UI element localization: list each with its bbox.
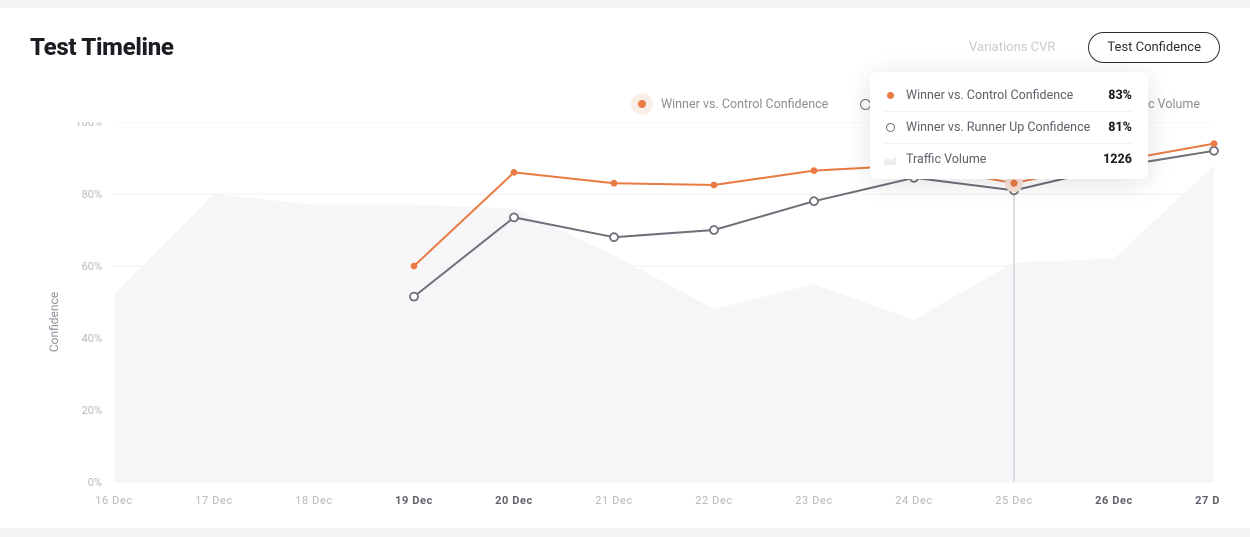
dot-icon <box>631 93 653 115</box>
tab-group: Variations CVR Test Confidence <box>950 32 1220 63</box>
chart-tooltip: Winner vs. Control Confidence 83% Winner… <box>870 72 1148 179</box>
page-title: Test Timeline <box>30 33 174 61</box>
svg-text:20%: 20% <box>82 404 102 417</box>
svg-text:18 Dec: 18 Dec <box>295 494 333 507</box>
svg-text:0%: 0% <box>88 476 102 489</box>
area-icon <box>884 154 896 166</box>
svg-text:20 Dec: 20 Dec <box>495 494 533 507</box>
chart-area: Confidence 0% 20% 40% 60% 80% 100% 16 Dec 17 De… <box>30 122 1220 522</box>
line-chart[interactable]: 0% 20% 40% 60% 80% 100% 16 Dec 17 Dec 18 Dec 19 D… <box>30 122 1220 522</box>
svg-text:23 Dec: 23 Dec <box>795 494 833 507</box>
tab-variations-cvr[interactable]: Variations CVR <box>950 32 1074 63</box>
tooltip-label: Winner vs. Runner Up Confidence <box>906 120 1090 135</box>
tooltip-value: 83% <box>1108 88 1132 103</box>
svg-text:60%: 60% <box>82 260 102 273</box>
svg-text:16 Dec: 16 Dec <box>95 494 133 507</box>
svg-text:40%: 40% <box>82 332 102 345</box>
circle-icon <box>884 122 896 134</box>
svg-text:100%: 100% <box>75 122 102 129</box>
svg-text:24 Dec: 24 Dec <box>895 494 933 507</box>
tooltip-label: Traffic Volume <box>906 152 1085 167</box>
card-header: Test Timeline Variations CVR Test Confid… <box>30 30 1220 64</box>
svg-text:19 Dec: 19 Dec <box>395 494 433 507</box>
svg-text:25 Dec: 25 Dec <box>995 494 1033 507</box>
tooltip-label: Winner vs. Control Confidence <box>906 88 1090 103</box>
tooltip-row-runner-up: Winner vs. Runner Up Confidence 81% <box>884 112 1132 144</box>
tooltip-value: 81% <box>1108 120 1132 135</box>
svg-text:21 Dec: 21 Dec <box>595 494 633 507</box>
y-axis-label: Confidence <box>47 292 61 352</box>
svg-text:26 Dec: 26 Dec <box>1095 494 1133 507</box>
timeline-card: Test Timeline Variations CVR Test Confid… <box>0 8 1250 528</box>
svg-text:80%: 80% <box>82 188 102 201</box>
tooltip-row-control: Winner vs. Control Confidence 83% <box>884 80 1132 112</box>
legend-item-control[interactable]: Winner vs. Control Confidence <box>631 93 828 115</box>
legend-label: Winner vs. Control Confidence <box>661 97 828 112</box>
svg-text:27 Dec: 27 Dec <box>1195 494 1220 507</box>
svg-text:17 Dec: 17 Dec <box>195 494 233 507</box>
tooltip-row-traffic: Traffic Volume 1226 <box>884 144 1132 175</box>
dot-icon <box>884 90 896 102</box>
tooltip-value: 1226 <box>1103 152 1132 167</box>
tab-test-confidence[interactable]: Test Confidence <box>1088 32 1220 63</box>
svg-text:22 Dec: 22 Dec <box>695 494 733 507</box>
